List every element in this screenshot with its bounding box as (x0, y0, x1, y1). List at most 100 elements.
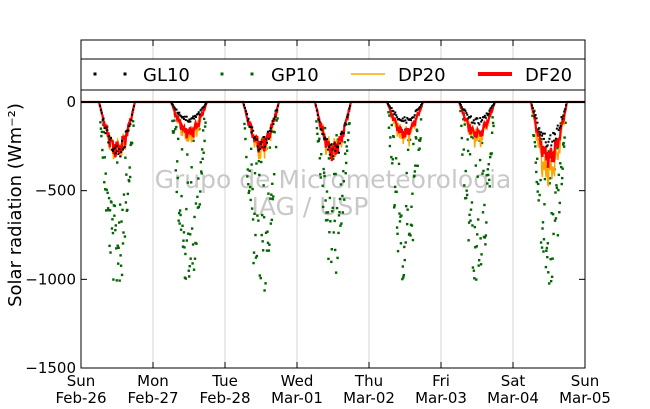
gp10-point (461, 153, 464, 156)
gp10-point (254, 256, 258, 259)
gp10-point (117, 246, 120, 250)
gp10-point (388, 114, 391, 117)
gp10-point (99, 121, 102, 124)
gp10-point (194, 202, 198, 205)
gp10-point (563, 136, 566, 139)
gp10-point (402, 274, 405, 277)
gp10-point (325, 190, 329, 193)
gp10-point (184, 277, 188, 280)
gp10-point (539, 178, 542, 182)
gl10-point (480, 120, 483, 123)
gp10-point (204, 121, 207, 124)
gp10-point (186, 153, 189, 156)
gp10-point (475, 278, 478, 281)
gp10-point (462, 148, 465, 151)
gl10-point (410, 119, 412, 122)
gp10-point (330, 248, 333, 251)
gl10-point (184, 118, 187, 121)
gp10-point (103, 156, 106, 159)
gl10-point (243, 106, 246, 109)
gp10-point (275, 119, 278, 122)
gp10-point (561, 143, 565, 146)
gl10-point (182, 115, 184, 118)
x-tick-label-date: Mar-03 (415, 389, 467, 407)
gp10-point (464, 169, 467, 173)
gp10-point (406, 208, 409, 211)
gl10-point (419, 106, 422, 109)
gl10-point (246, 119, 249, 122)
gl10-point (542, 137, 545, 140)
gp10-point (554, 191, 557, 194)
gl10-point (544, 141, 547, 144)
gp10-point (346, 138, 350, 142)
gp10-point (491, 121, 495, 125)
gp10-point (331, 209, 334, 213)
gp10-point (418, 147, 421, 150)
gp10-point (394, 157, 398, 160)
gl10-point (318, 120, 321, 123)
x-tick-label-day: Thu (354, 372, 383, 390)
gl10-point (535, 117, 538, 120)
gp10-point (201, 148, 204, 151)
gp10-point (473, 225, 477, 229)
gl10-point (112, 147, 115, 150)
gl10-point (464, 109, 467, 112)
gp10-point (273, 173, 276, 176)
gp10-point (129, 143, 132, 147)
gp10-point (123, 235, 127, 238)
gl10-point (271, 120, 274, 123)
gp10-point (486, 168, 489, 171)
gp10-point (543, 203, 546, 206)
gl10-point (551, 140, 554, 143)
gp10-point (263, 289, 266, 292)
gp10-point (267, 192, 270, 195)
gp10-point (470, 135, 473, 139)
gp10-point (536, 190, 539, 193)
gl10-point (459, 103, 462, 106)
gl10-point (555, 127, 558, 130)
gl10-point (465, 112, 468, 115)
gp10-point (488, 185, 491, 188)
gp10-point (203, 125, 207, 128)
gp10-point (332, 157, 335, 161)
gp10-point (333, 172, 336, 176)
gp10-point (325, 211, 328, 214)
gp10-point (466, 138, 469, 141)
gl10-point (324, 136, 327, 139)
gp10-point (484, 234, 488, 237)
gl10-point (106, 129, 109, 132)
gl10-point (417, 108, 420, 111)
gp10-point (104, 172, 107, 175)
gp10-point (550, 275, 554, 279)
gp10-point (348, 122, 351, 125)
gp10-point (175, 190, 178, 194)
gl10-point (400, 119, 403, 122)
gl10-point (268, 129, 271, 132)
gp10-point (475, 245, 478, 248)
gp10-point (132, 124, 135, 127)
gp10-point (533, 109, 536, 113)
gl10-point (320, 128, 323, 131)
gl10-point (335, 144, 338, 147)
gl10-point (255, 138, 258, 141)
gp10-point (182, 239, 185, 242)
gp10-point (551, 257, 554, 260)
gp10-point (321, 184, 324, 188)
gp10-point (391, 162, 394, 165)
y-tick-label: 0 (66, 93, 76, 111)
gp10-point (341, 211, 345, 214)
x-tick-label-date: Mar-05 (559, 389, 611, 407)
gl10-point (261, 146, 264, 149)
gp10-point (201, 129, 205, 132)
x-tick-label-date: Feb-28 (199, 389, 250, 407)
gp10-point (559, 162, 562, 165)
gp10-point (101, 148, 104, 152)
gl10-point (478, 123, 481, 126)
gl10-point (401, 117, 404, 120)
gl10-point (111, 149, 114, 152)
gp10-point (249, 198, 252, 202)
gl10-point (540, 131, 543, 134)
gl10-point (561, 117, 564, 120)
gl10-point (266, 141, 268, 144)
gl10-point (343, 124, 346, 127)
